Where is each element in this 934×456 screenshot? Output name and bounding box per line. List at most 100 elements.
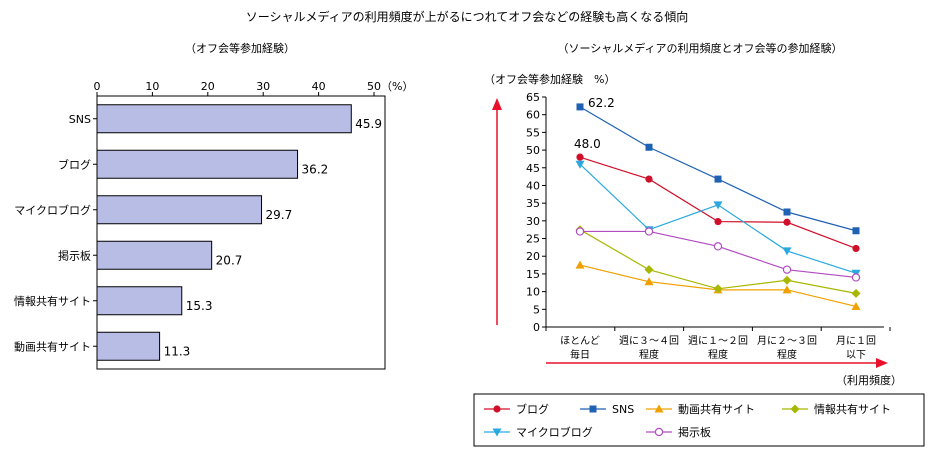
series-line-sns [579, 106, 857, 232]
point-micro-3 [713, 201, 723, 210]
point-board-3 [713, 242, 723, 251]
bar-value-label: 20.7 [216, 253, 243, 267]
point-blog-4 [783, 218, 791, 226]
x-unit-label: （%） [381, 80, 413, 93]
x-arrow-head [876, 358, 888, 368]
y-tick-label: 60 [526, 109, 540, 122]
legend-marker-board [654, 427, 664, 437]
legend-label-video: 動画共有サイト [678, 402, 755, 416]
x-category-label-line2: 程度 [708, 348, 728, 361]
y-tick-label: 55 [526, 126, 540, 139]
point-video-1 [575, 260, 585, 269]
legend-label-blog: ブログ [516, 402, 549, 416]
bar-category-label: ブログ [58, 157, 91, 171]
y-tick-label: 50 [526, 144, 540, 157]
point-micro-1 [575, 160, 585, 169]
bar-category-label: 掲示板 [58, 248, 91, 262]
y-arrow-head [492, 98, 502, 110]
y-tick-label: 0 [533, 321, 540, 334]
bar-category-label: マイクロブログ [14, 203, 91, 217]
bar-2 [96, 149, 299, 179]
point-video-2 [644, 277, 654, 286]
x-category-label: 月に２～３回 [757, 335, 817, 347]
y-axis-title: （オフ会等参加経験 %） [484, 72, 615, 86]
legend-marker-sns [589, 405, 597, 413]
y-tick-label: 5 [533, 303, 540, 316]
main-title: ソーシャルメディアの利用頻度が上がるにつれてオフ会などの経験も高くなる傾向 [245, 10, 689, 24]
x-category-label-line2: 以下 [846, 350, 866, 361]
x-category-label: 週に１～２回 [688, 335, 748, 347]
point-board-5 [851, 273, 861, 282]
point-board-4 [782, 265, 792, 274]
point-blog-2 [645, 175, 653, 183]
legend-label-micro: マイクロブログ [516, 425, 593, 439]
point-board-1 [575, 227, 585, 236]
bar-value-label: 29.7 [266, 208, 293, 222]
series-line-board [580, 230, 857, 279]
legend-label-info: 情報共有サイト [814, 402, 891, 416]
bar-1 [96, 104, 352, 134]
x-category-label-line2: 程度 [639, 348, 659, 361]
x-tick-label: 20 [201, 80, 215, 93]
bar-category-label: 情報共有サイト [14, 294, 91, 308]
point-sns-4 [783, 208, 791, 216]
x-category-label: 月に１回 [836, 335, 876, 347]
x-tick-label: 30 [256, 80, 270, 93]
point-micro-4 [782, 247, 792, 256]
bar-chart-title: （オフ会等参加経験） [185, 42, 295, 55]
x-tick-label: 50 [367, 80, 381, 93]
legend-marker-info [790, 404, 800, 414]
bar-6 [96, 331, 161, 361]
y-tick-label: 25 [526, 233, 540, 246]
data-annotation: 48.0 [574, 137, 601, 151]
y-tick-label: 15 [526, 268, 540, 281]
point-info-3 [713, 284, 723, 294]
x-axis-title: （利用頻度） [836, 373, 902, 387]
point-blog-1 [576, 153, 584, 161]
point-blog-3 [714, 217, 722, 226]
x-tick-label: 10 [145, 80, 159, 93]
legend-marker-blog [493, 405, 501, 413]
y-tick-label: 30 [526, 215, 540, 228]
point-board-2 [644, 227, 654, 236]
point-info-5 [851, 288, 861, 298]
y-tick-label: 40 [526, 179, 540, 192]
bar-value-label: 36.2 [302, 162, 329, 176]
point-sns-1 [576, 103, 584, 111]
point-video-5 [851, 301, 861, 310]
bar-plot-frame [96, 95, 386, 370]
bar-5 [96, 286, 183, 316]
point-blog-5 [852, 244, 860, 253]
legend-label-board: 掲示板 [678, 425, 711, 439]
bar-category-label: 動画共有サイト [14, 339, 91, 353]
legend-marker-micro [492, 428, 502, 437]
bar-value-label: 11.3 [164, 344, 191, 358]
bar-category-label: SNS [69, 113, 91, 126]
x-category-label: ほとんど [560, 335, 600, 347]
bar-3 [96, 195, 263, 225]
legend-box [473, 393, 925, 447]
x-category-label-line2: 毎日 [570, 348, 590, 361]
bar-value-label: 15.3 [186, 299, 213, 313]
x-category-label-line2: 程度 [777, 348, 797, 361]
data-annotation: 62.2 [588, 96, 615, 110]
series-line-info [579, 229, 857, 294]
point-video-4 [782, 285, 792, 294]
y-tick-label: 20 [526, 250, 540, 263]
y-tick-label: 65 [526, 91, 540, 104]
legend-label-sns: SNS [612, 403, 634, 416]
bar-4 [96, 240, 213, 270]
line-chart-title: （ソーシャルメディアの利用頻度とオフ会等の参加経験） [557, 42, 843, 55]
y-tick-label: 45 [526, 162, 540, 175]
point-sns-5 [852, 227, 860, 235]
point-sns-2 [645, 143, 653, 151]
y-tick-label: 10 [526, 286, 540, 299]
point-sns-3 [714, 175, 722, 183]
x-category-label: 週に３～４回 [619, 335, 679, 347]
point-info-2 [644, 265, 654, 275]
bar-value-label: 45.9 [355, 117, 382, 131]
point-info-4 [782, 275, 792, 285]
y-tick-label: 35 [526, 197, 540, 210]
x-tick-label: 40 [312, 80, 326, 93]
